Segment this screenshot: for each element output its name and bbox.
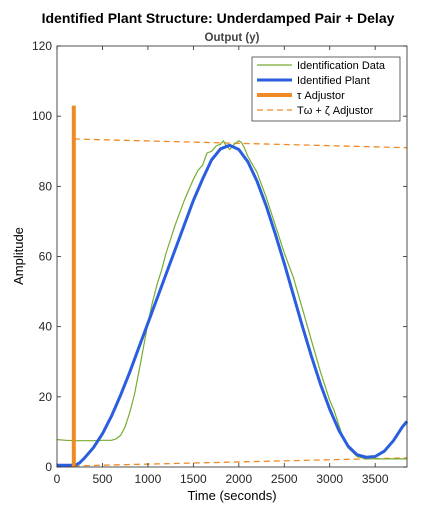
x-tick-label: 1000 bbox=[135, 472, 162, 486]
y-tick-label: 120 bbox=[32, 39, 52, 53]
y-tick-label: 80 bbox=[39, 179, 53, 193]
y-axis-label: Amplitude bbox=[11, 227, 26, 285]
y-tick-label: 20 bbox=[39, 390, 53, 404]
y-tick-label: 40 bbox=[39, 320, 53, 334]
legend-label-tw-zeta-adjustor: Tω + ζ Adjustor bbox=[297, 105, 373, 117]
legend: Identification Data Identified Plant τ A… bbox=[252, 57, 400, 121]
legend-label-identification-data: Identification Data bbox=[297, 60, 386, 72]
x-tick-label: 3500 bbox=[362, 472, 389, 486]
x-tick-label: 0 bbox=[54, 472, 61, 486]
legend-label-identified-plant: Identified Plant bbox=[297, 75, 370, 87]
chart-subtitle: Output (y) bbox=[205, 32, 260, 44]
y-tick-label: 100 bbox=[32, 109, 52, 123]
x-tick-label: 1500 bbox=[180, 472, 207, 486]
legend-label-tau-adjustor: τ Adjustor bbox=[297, 90, 345, 102]
x-tick-label: 2500 bbox=[271, 472, 298, 486]
y-tick-label: 60 bbox=[39, 250, 53, 264]
x-tick-label: 2000 bbox=[225, 472, 252, 486]
x-tick-label: 3000 bbox=[316, 472, 343, 486]
y-tick-label: 0 bbox=[45, 460, 52, 474]
x-tick-label: 500 bbox=[92, 472, 112, 486]
chart-title: Identified Plant Structure: Underdamped … bbox=[42, 10, 395, 26]
x-axis-label: Time (seconds) bbox=[187, 488, 276, 503]
